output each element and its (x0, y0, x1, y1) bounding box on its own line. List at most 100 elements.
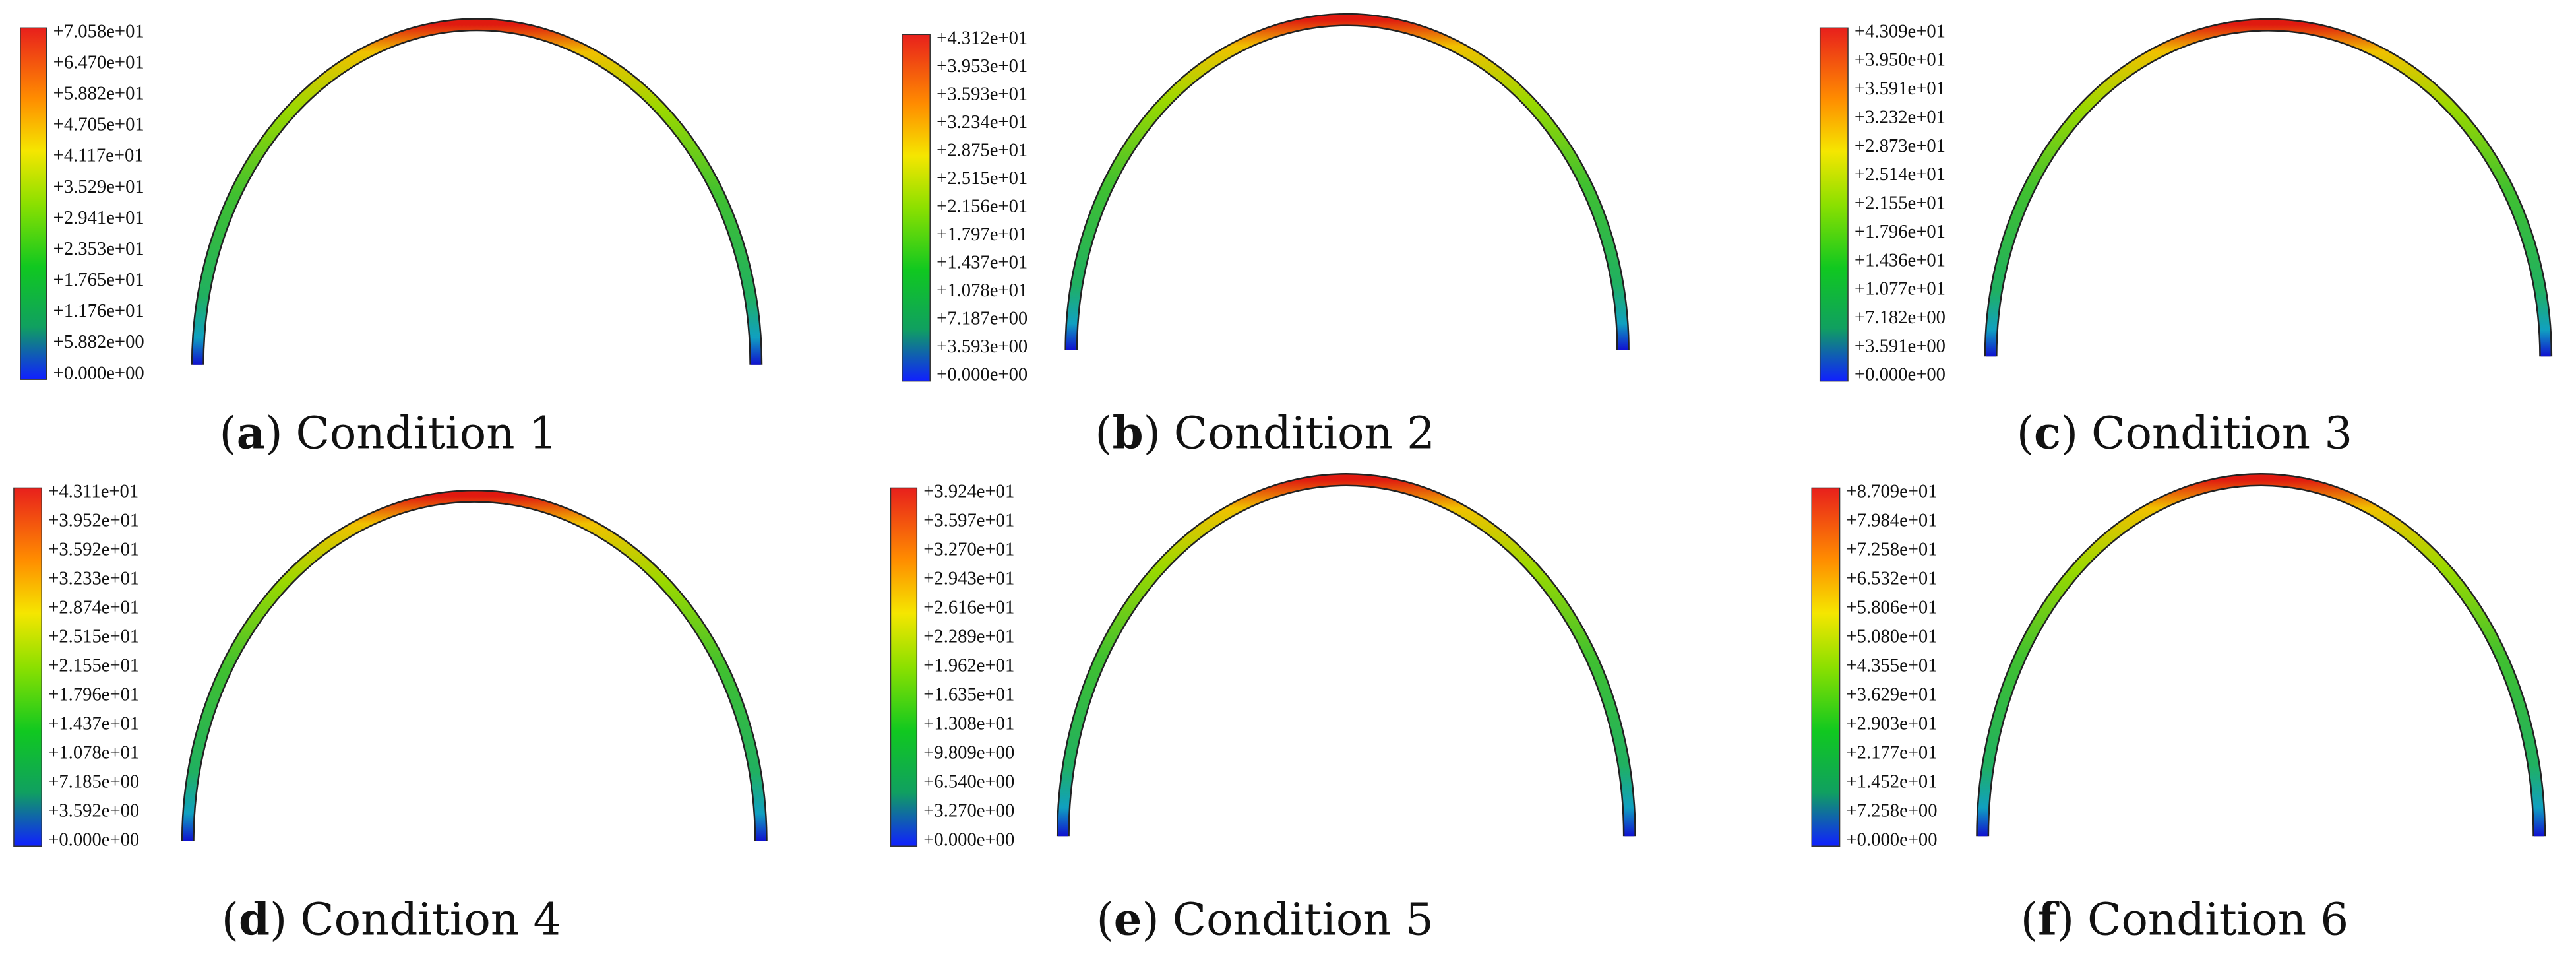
legend-label: +1.176e+01 (53, 300, 144, 321)
legend-label: +1.437e+01 (936, 252, 1027, 273)
legend-label: +4.117e+01 (53, 145, 144, 166)
legend-label: +4.705e+01 (53, 114, 144, 135)
caption-part: ( (2017, 408, 2034, 459)
legend-label: +3.270e+01 (923, 538, 1014, 560)
colorbar (902, 34, 931, 382)
legend-label: +6.470e+01 (53, 51, 144, 73)
caption-part: ) (1144, 408, 1161, 459)
caption-part: ( (222, 894, 239, 946)
legend-label: +0.000e+00 (48, 829, 139, 850)
arch-outline (1056, 473, 1636, 837)
caption-part: ( (1095, 408, 1112, 459)
legend-label: +2.515e+01 (48, 626, 139, 647)
legend-label: +2.903e+01 (1847, 713, 1938, 734)
legend-label: +1.078e+01 (48, 742, 139, 763)
legend-label: +6.532e+01 (1847, 567, 1938, 589)
legend-label: +7.182e+00 (1855, 307, 1946, 328)
legend-label: +6.540e+00 (923, 771, 1014, 792)
legend-label: +3.591e+01 (1855, 78, 1946, 99)
legend-label: +2.874e+01 (48, 596, 139, 618)
legend-label: +3.629e+01 (1847, 684, 1938, 705)
legend-label: +1.452e+01 (1847, 771, 1938, 792)
caption-part: a (237, 407, 266, 459)
legend-label: +3.950e+01 (1855, 49, 1946, 71)
legend-label: +1.797e+01 (936, 224, 1027, 245)
legend-label: +2.941e+01 (53, 207, 144, 228)
panel: +3.924e+01 +3.597e+01 +3.270e+01 +2.943e+01… (890, 473, 1636, 946)
legend-label: +3.591e+00 (1855, 335, 1946, 356)
legend-label: +1.796e+01 (48, 684, 139, 705)
legend-label: +0.000e+00 (1847, 829, 1938, 850)
legend-label: +3.597e+01 (923, 510, 1014, 531)
legend-label: +1.437e+01 (48, 713, 139, 734)
legend-label: +1.436e+01 (1855, 249, 1946, 271)
arch-outline (1984, 18, 2553, 357)
legend-label: +0.000e+00 (1855, 364, 1946, 385)
legend-label: +4.312e+01 (936, 27, 1027, 48)
legend-label: +2.289e+01 (923, 626, 1014, 647)
legend-label: +1.962e+01 (923, 655, 1014, 676)
colorbar (890, 487, 918, 847)
caption-part: ( (1096, 894, 1113, 946)
arch-contour (183, 491, 766, 841)
panel: +4.312e+01 +3.953e+01 +3.593e+01 +3.234e+01… (902, 13, 1630, 459)
panel: +8.709e+01 +7.984e+01 +7.258e+01 +6.532e+01… (1811, 473, 2546, 946)
arch-contour (193, 19, 761, 365)
caption: (b) Condition 2 (1095, 407, 1435, 459)
legend-label: +9.809e+00 (923, 742, 1014, 763)
legend-label: +0.000e+00 (53, 362, 144, 383)
arch-contour (1066, 15, 1628, 350)
panel: +4.311e+01 +3.952e+01 +3.592e+01 +3.233e+01… (13, 481, 768, 946)
caption-part: Condition 3 (2091, 408, 2352, 459)
caption-part: d (239, 893, 270, 946)
legend-label: +2.156e+01 (936, 196, 1027, 217)
caption-part: ( (220, 408, 237, 459)
caption-part: c (2034, 407, 2061, 459)
legend-label: +0.000e+00 (923, 829, 1014, 850)
legend-label: +0.000e+00 (936, 364, 1027, 385)
caption-part: Condition 2 (1174, 408, 1435, 459)
legend-label: +2.616e+01 (923, 596, 1014, 618)
panel: +4.309e+01 +3.950e+01 +3.591e+01 +3.232e+01… (1819, 18, 2553, 459)
legend-label: +5.882e+00 (53, 331, 144, 352)
legend-label: +5.080e+01 (1847, 626, 1938, 647)
legend-label: +7.187e+00 (936, 308, 1027, 329)
arch-outline (181, 490, 768, 841)
legend-label: +2.875e+01 (936, 139, 1027, 160)
panel: +7.058e+01 +6.470e+01 +5.882e+01 +4.705e+01… (20, 18, 763, 459)
legend-label: +4.355e+01 (1847, 655, 1938, 676)
legend-label: +1.308e+01 (923, 713, 1014, 734)
caption-part: Condition 5 (1173, 894, 1434, 946)
legend-label: +7.258e+00 (1847, 800, 1938, 821)
legend-label: +2.514e+01 (1855, 164, 1946, 185)
colorbar (1819, 27, 1849, 382)
legend-label: +2.943e+01 (923, 567, 1014, 589)
legend-label: +3.952e+01 (48, 510, 139, 531)
legend-label: +3.529e+01 (53, 176, 144, 197)
legend-label: +3.593e+01 (936, 83, 1027, 104)
caption-part: ) (1142, 894, 1159, 946)
caption-part: ) (2057, 894, 2074, 946)
caption-part: Condition 6 (2087, 894, 2348, 946)
legend-label: +1.077e+01 (1855, 278, 1946, 300)
legend-label: +5.882e+01 (53, 83, 144, 104)
legend-label: +1.796e+01 (1855, 221, 1946, 242)
legend-label: +3.592e+01 (48, 538, 139, 560)
arch-contour (1058, 474, 1635, 837)
legend-label: +1.765e+01 (53, 269, 144, 290)
legend-label: +1.635e+01 (923, 684, 1014, 705)
caption-part: Condition 1 (296, 408, 557, 459)
legend-label: +2.155e+01 (48, 655, 139, 676)
caption: (c) Condition 3 (2017, 407, 2352, 459)
legend-label: +3.270e+00 (923, 800, 1014, 821)
arch-contour (1986, 19, 2551, 357)
arch-outline (1064, 13, 1630, 350)
legend-label: +3.593e+00 (936, 336, 1027, 357)
legend-label: +7.185e+00 (48, 771, 139, 792)
legend-label: +2.873e+01 (1855, 135, 1946, 156)
colorbar (13, 487, 42, 847)
legend-label: +3.232e+01 (1855, 106, 1946, 127)
legend-label: +3.592e+00 (48, 800, 139, 821)
legend-label: +7.058e+01 (53, 20, 144, 42)
